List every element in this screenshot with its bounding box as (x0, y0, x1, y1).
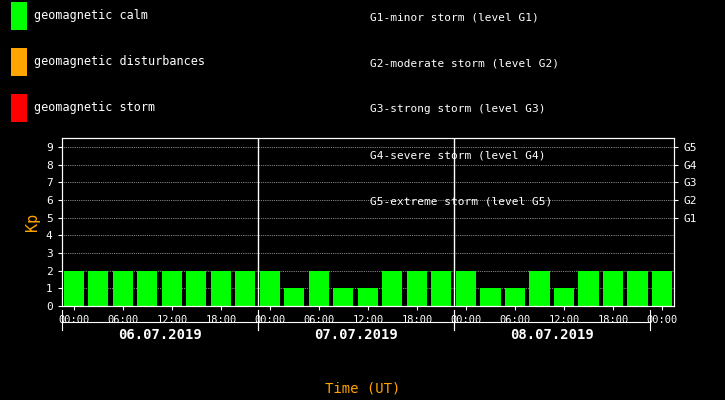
Bar (579, 271, 599, 306)
Bar (88, 271, 109, 306)
Bar (162, 271, 182, 306)
Y-axis label: Kp: Kp (25, 213, 41, 231)
Bar (505, 288, 525, 306)
Bar (382, 271, 402, 306)
Text: 07.07.2019: 07.07.2019 (314, 328, 397, 342)
Bar (309, 271, 329, 306)
Bar (260, 271, 280, 306)
Bar (554, 288, 574, 306)
Bar (481, 288, 500, 306)
Bar (652, 271, 672, 306)
Text: G4-severe storm (level G4): G4-severe storm (level G4) (370, 150, 545, 160)
Bar (211, 271, 231, 306)
Bar (236, 271, 255, 306)
Bar (456, 271, 476, 306)
Bar (407, 271, 427, 306)
Text: geomagnetic storm: geomagnetic storm (34, 102, 155, 114)
Text: G5-extreme storm (level G5): G5-extreme storm (level G5) (370, 196, 552, 206)
Text: geomagnetic calm: geomagnetic calm (34, 10, 148, 22)
Bar (186, 271, 207, 306)
Text: G1-minor storm (level G1): G1-minor storm (level G1) (370, 12, 539, 22)
Bar (334, 288, 354, 306)
Bar (358, 288, 378, 306)
Bar (284, 288, 304, 306)
Text: G2-moderate storm (level G2): G2-moderate storm (level G2) (370, 58, 559, 68)
Bar (137, 271, 157, 306)
Text: Time (UT): Time (UT) (325, 382, 400, 396)
Bar (529, 271, 550, 306)
Text: G3-strong storm (level G3): G3-strong storm (level G3) (370, 104, 545, 114)
Bar (603, 271, 623, 306)
Text: geomagnetic disturbances: geomagnetic disturbances (34, 56, 205, 68)
Bar (431, 271, 452, 306)
Bar (627, 271, 647, 306)
Bar (64, 271, 84, 306)
Text: 06.07.2019: 06.07.2019 (117, 328, 202, 342)
Text: 08.07.2019: 08.07.2019 (510, 328, 594, 342)
Bar (113, 271, 133, 306)
